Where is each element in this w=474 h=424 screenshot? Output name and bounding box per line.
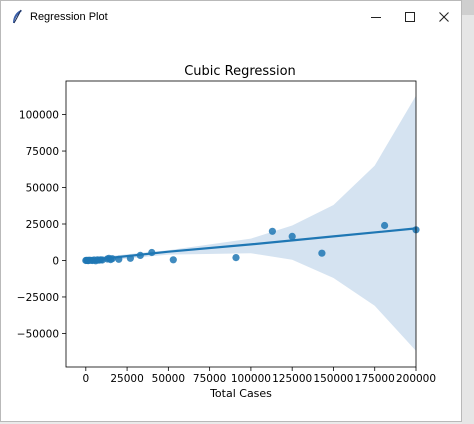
maximize-icon xyxy=(405,11,415,22)
y-tick-label: 100000 xyxy=(19,110,59,122)
y-tick-label: 25000 xyxy=(26,219,59,231)
data-point xyxy=(268,227,276,235)
x-tick-label: 75000 xyxy=(193,373,226,385)
x-tick-label: 175000 xyxy=(355,373,395,385)
data-point xyxy=(148,248,156,257)
y-tick-label: −50000 xyxy=(17,328,59,340)
x-tick-label: 125000 xyxy=(272,373,312,385)
x-axis-label: Total Cases xyxy=(209,387,272,400)
window-title: Regression Plot xyxy=(30,11,108,23)
close-button[interactable] xyxy=(427,1,461,32)
background-window-edge xyxy=(462,0,474,424)
maximize-button[interactable] xyxy=(393,1,427,32)
data-points-layer xyxy=(82,221,420,265)
x-tick-label: 0 xyxy=(82,373,89,385)
data-point xyxy=(288,232,296,240)
regression-chart: Cubic Regression 0 25000 50000 75000 100000 1… xyxy=(17,64,436,400)
data-point xyxy=(318,249,326,257)
y-tick-label: 75000 xyxy=(26,146,59,158)
x-tick-label: 150000 xyxy=(313,373,353,385)
data-point xyxy=(126,254,134,262)
y-tick-label: 50000 xyxy=(26,183,59,195)
data-point xyxy=(115,255,123,263)
confidence-band xyxy=(85,95,417,351)
y-tick-label: −25000 xyxy=(17,292,59,304)
data-point xyxy=(169,256,177,264)
close-icon xyxy=(439,11,449,22)
regression-plot-window: Regression Plot Cubic Regression 0 25000 5… xyxy=(0,0,462,422)
x-tick-label: 25000 xyxy=(110,373,143,385)
feather-icon xyxy=(10,9,24,25)
x-axis-ticks: 0 25000 50000 75000 100000 125000 150000 175000… xyxy=(82,367,436,385)
minimize-button[interactable] xyxy=(359,1,393,32)
title-bar[interactable]: Regression Plot xyxy=(1,1,461,32)
background-window-titlebar xyxy=(462,0,474,15)
data-point xyxy=(108,255,116,263)
minimize-icon xyxy=(371,16,381,18)
data-point xyxy=(381,221,389,230)
confidence-band-layer xyxy=(85,95,417,351)
x-tick-label: 200000 xyxy=(396,373,436,385)
chart-title: Cubic Regression xyxy=(184,64,296,79)
y-axis-ticks: −50000 −25000 0 25000 50000 75000 100000 xyxy=(17,110,66,340)
x-tick-label: 50000 xyxy=(152,373,185,385)
x-tick-label: 100000 xyxy=(231,373,271,385)
y-tick-label: 0 xyxy=(52,255,59,267)
data-point xyxy=(232,254,240,262)
data-point xyxy=(136,251,144,259)
